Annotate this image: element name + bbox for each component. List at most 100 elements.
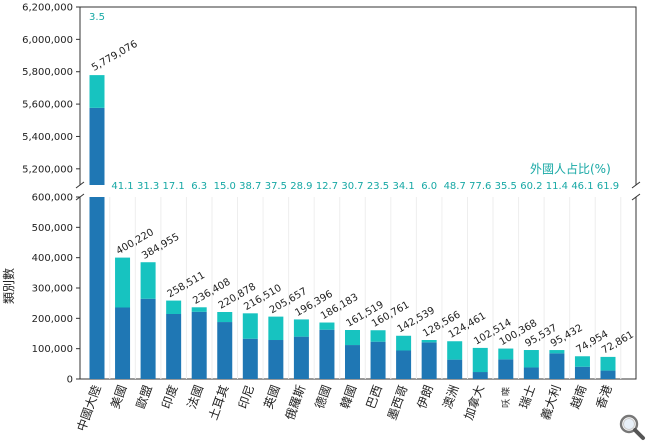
share-label: 37.5 (265, 181, 287, 192)
bar-foreign (549, 350, 565, 354)
category-label: 義大利 (537, 383, 563, 422)
x-axis-labels: 中國大陸 美國 歐盟 印度 法國 土耳其 印尼 英國 俄羅斯 德國 韓國 巴西 墨西哥 伊朗 澳洲 加拿大 瑞士… (73, 383, 615, 433)
upper-y-axis: 5,200,000 5,400,000 5,600,000 5,800,000 6,00… (22, 3, 80, 175)
bar-domestic (498, 359, 514, 379)
category-label: 英國 (261, 383, 282, 410)
upper-y-tick-label: 5,800,000 (22, 67, 73, 78)
category-label: 歐盟 (133, 383, 155, 411)
category-label: 瑞士 (517, 383, 538, 410)
lower-y-tick-label: 200,000 (32, 314, 73, 325)
lower-y-axis: 0 100,000 200,000 300,000 400,000 500,000 600,… (32, 193, 80, 386)
bar-domestic (293, 336, 309, 379)
bar-domestic (268, 340, 284, 379)
share-label: 17.1 (163, 181, 185, 192)
bar-foreign (396, 335, 412, 351)
bar-foreign (140, 262, 156, 299)
share-label: 77.6 (469, 181, 491, 192)
lower-y-tick-label: 0 (67, 375, 73, 386)
bar-domestic (600, 370, 616, 379)
bar-foreign (191, 307, 207, 312)
bar-domestic (447, 359, 463, 379)
bar-domestic (191, 311, 207, 379)
share-label: 31.3 (137, 181, 159, 192)
share-label: 48.7 (444, 181, 466, 192)
upper-y-tick-label: 6,200,000 (22, 3, 73, 14)
category-label: 土耳其 (206, 383, 231, 422)
share-label: 23.5 (367, 181, 389, 192)
bar-domestic (523, 367, 539, 379)
bar-foreign (115, 257, 131, 308)
upper-y-tick-label: 6,000,000 (22, 35, 73, 46)
bar-domestic (89, 107, 105, 185)
bar-domestic (217, 322, 233, 379)
category-label: 澳洲 (440, 383, 461, 410)
share-legend-label: 外國人占比(%) (530, 161, 611, 176)
category-label: 越南 (567, 383, 589, 411)
category-label: 印尼 (236, 383, 257, 410)
bar-foreign (166, 300, 182, 314)
bar-domestic (242, 338, 258, 379)
bar-domestic (89, 197, 105, 379)
bar-foreign (89, 75, 105, 108)
share-label: 41.1 (111, 181, 133, 192)
bar-foreign (242, 313, 258, 339)
bar-foreign (345, 330, 360, 346)
share-label: 6.3 (191, 181, 207, 192)
axis-break-mark (75, 181, 85, 189)
bar-foreign (421, 340, 437, 343)
bar-foreign (370, 330, 386, 342)
bar-foreign (319, 322, 335, 330)
bar-domestic (574, 366, 590, 379)
share-label: 46.1 (571, 181, 593, 192)
bar-domestic (115, 307, 131, 379)
bar-domestic (421, 342, 437, 379)
share-label: 6.0 (421, 181, 437, 192)
bar-domestic (140, 298, 156, 379)
lower-y-tick-label: 100,000 (32, 344, 73, 355)
bar-domestic (319, 329, 335, 379)
share-label: 60.2 (520, 181, 542, 192)
bar-foreign (498, 348, 514, 360)
share-label: 12.7 (316, 181, 338, 192)
bar-foreign (523, 350, 539, 368)
upper-y-tick-label: 5,200,000 (22, 164, 73, 175)
share-label: 38.7 (239, 181, 261, 192)
category-label: 加拿大 (461, 383, 487, 422)
category-label: 墨西哥 (385, 383, 410, 422)
category-label: 巴西 (363, 383, 384, 410)
bar-domestic (345, 345, 360, 379)
lower-y-tick-label: 600,000 (32, 193, 73, 204)
upper-y-tick-label: 5,400,000 (22, 132, 73, 143)
total-label: 5,779,076 (90, 39, 140, 74)
bar-foreign (472, 347, 488, 373)
lower-y-tick-label: 400,000 (32, 253, 73, 264)
share-label: 34.1 (392, 181, 414, 192)
category-label: 印度 (158, 383, 180, 411)
magnifier-glyph (619, 414, 645, 440)
category-label: 法國 (185, 383, 206, 410)
bar-domestic (549, 353, 565, 379)
bar-foreign (600, 356, 616, 371)
share-label: 11.4 (546, 181, 568, 192)
share-label: 15.0 (214, 181, 236, 192)
bar-foreign (217, 312, 233, 323)
magnifier-icon[interactable] (618, 413, 646, 441)
category-label: 中國大陸 (73, 383, 104, 433)
share-label: 30.7 (341, 181, 363, 192)
bar-foreign (447, 341, 463, 360)
axis-break-mark (631, 193, 641, 201)
bar-domestic (472, 372, 488, 379)
share-label: 28.9 (290, 181, 312, 192)
bar-foreign (574, 356, 590, 367)
category-label: 德國 (311, 383, 333, 411)
bar-foreign (293, 319, 309, 337)
bar-foreign (268, 316, 284, 341)
bar-domestic (166, 313, 182, 379)
bar-domestic (396, 350, 412, 379)
y-axis-label: 類別數 (2, 268, 16, 304)
category-label: 韓國 (338, 383, 359, 410)
bars (89, 75, 622, 379)
share-label: 3.5 (89, 12, 105, 23)
axis-break-mark (631, 181, 641, 189)
